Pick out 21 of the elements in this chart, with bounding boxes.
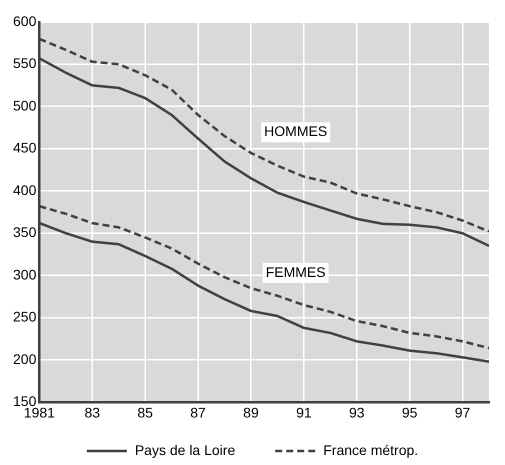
x-tick-label: 89 — [243, 404, 259, 420]
x-tick-label: 83 — [84, 404, 100, 420]
legend-label: France métrop. — [323, 442, 418, 458]
annotation: HOMMES — [264, 123, 328, 140]
y-tick-label: 250 — [13, 308, 37, 325]
y-tick-label: 550 — [13, 55, 37, 72]
x-tick-label: 91 — [296, 404, 312, 420]
legend-label: Pays de la Loire — [134, 442, 236, 458]
annotation: FEMMES — [266, 264, 326, 280]
y-tick-label: 350 — [13, 224, 37, 240]
x-tick-label: 95 — [402, 404, 418, 420]
x-tick-label: 93 — [348, 404, 365, 420]
y-tick-label: 600 — [13, 12, 37, 29]
y-tick-label: 400 — [13, 182, 37, 198]
y-tick-label: 500 — [13, 97, 37, 114]
x-tick-label: 87 — [190, 404, 206, 420]
y-tick-label: 450 — [13, 140, 37, 156]
y-tick-label: 300 — [13, 266, 37, 282]
x-tick-label: 97 — [454, 404, 471, 420]
x-tick-label: 85 — [137, 404, 154, 420]
y-tick-label: 200 — [13, 350, 37, 367]
